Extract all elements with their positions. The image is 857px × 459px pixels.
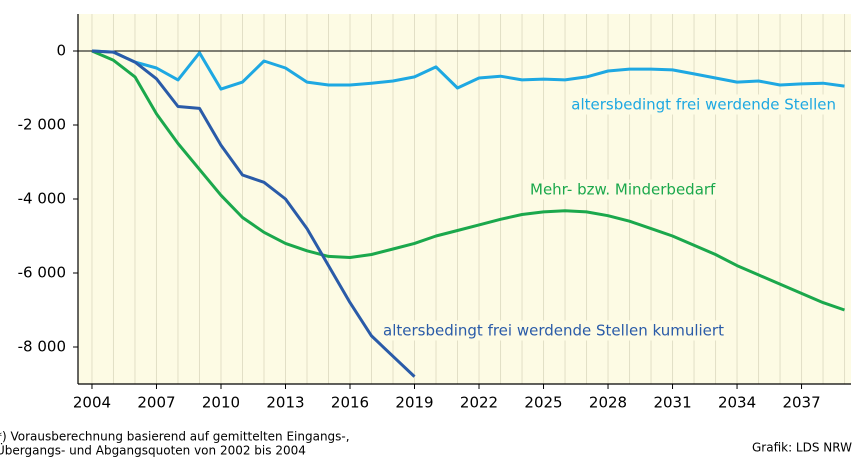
- x-tick-label: 2031: [653, 394, 691, 412]
- x-tick-label: 2013: [266, 394, 304, 412]
- y-tick-label: -2 000: [18, 116, 66, 134]
- x-tick-label: 2028: [589, 394, 627, 412]
- x-tick-label: 2010: [202, 394, 240, 412]
- x-tick-label: 2025: [524, 394, 562, 412]
- line: [91, 49, 416, 378]
- y-tick-label: 0: [56, 42, 66, 60]
- label-background: [527, 179, 720, 200]
- source: Grafik: LDS NRW: [752, 441, 852, 455]
- label-background: [380, 320, 728, 341]
- x-tick-label: 2004: [73, 394, 111, 412]
- y-tick-label: -8 000: [18, 338, 66, 356]
- y-tick-label: -6 000: [18, 264, 66, 282]
- series-label: altersbedingt frei werdende Stellen kumu…: [383, 322, 724, 340]
- x-tick-label: 2022: [460, 394, 498, 412]
- x-tick-label: 2019: [395, 394, 433, 412]
- x-tick-label: 2007: [137, 394, 175, 412]
- line: [91, 49, 845, 312]
- y-tick-label: -4 000: [18, 190, 66, 208]
- footnote: *) Vorausberechnung basierend auf gemitt…: [0, 430, 350, 444]
- x-tick-label: 2037: [782, 394, 820, 412]
- series-label: Mehr- bzw. Minderbedarf: [530, 181, 716, 199]
- x-tick-label: 2016: [331, 394, 369, 412]
- x-tick-label: 2034: [718, 394, 756, 412]
- line: [91, 49, 845, 91]
- label-background: [568, 94, 839, 115]
- footnote: Übergangs- und Abgangsquoten von 2002 bi…: [0, 442, 306, 458]
- series-label: altersbedingt frei werdende Stellen: [571, 96, 836, 114]
